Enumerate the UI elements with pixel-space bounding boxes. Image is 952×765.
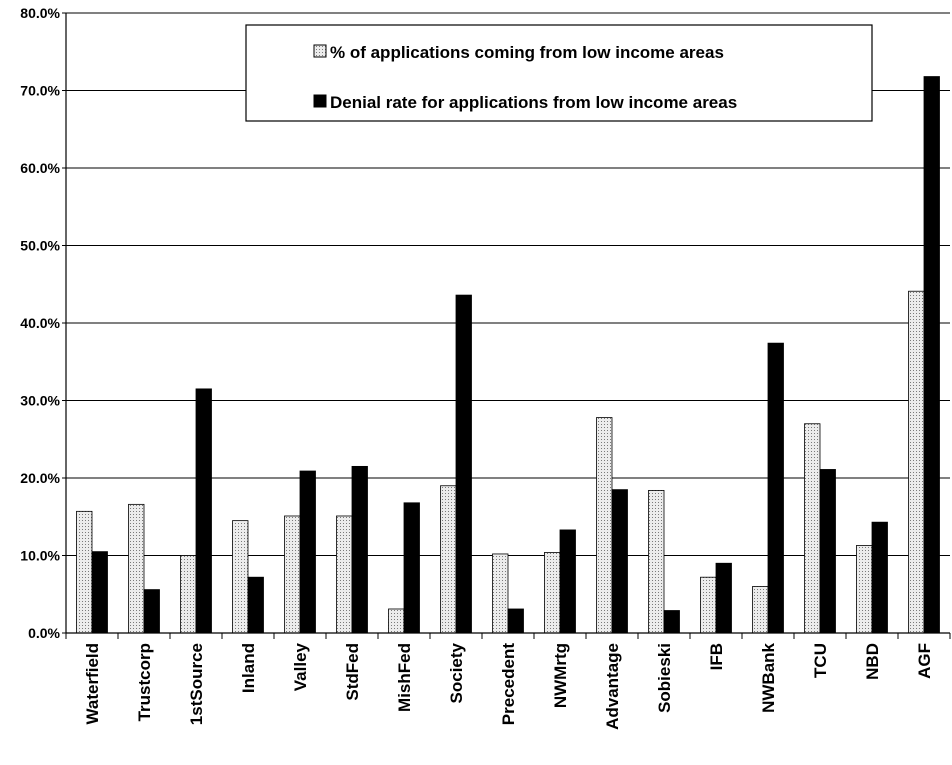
bar-pct-applications (648, 489, 665, 634)
bar-denial-rate (195, 388, 212, 634)
bar-pct-applications (908, 290, 925, 634)
x-tick-label: Sobieski (655, 643, 674, 713)
x-tick-label: Waterfield (83, 643, 102, 725)
bar-pct-applications (492, 553, 509, 634)
x-tick-label: NWBank (759, 642, 778, 712)
y-tick-label: 20.0% (20, 470, 60, 486)
bar-pct-applications (440, 485, 457, 634)
bar-denial-rate (91, 551, 108, 634)
bar-pct-applications (128, 503, 145, 634)
bar-denial-rate (351, 465, 368, 634)
bar-denial-rate (143, 589, 160, 634)
bar-pct-applications (388, 608, 405, 634)
legend-swatch-denial-rate (313, 94, 327, 108)
bar-denial-rate (247, 576, 264, 634)
y-tick-label: 0.0% (28, 625, 60, 641)
x-tick-label: 1stSource (187, 643, 206, 725)
x-tick-label: NBD (863, 643, 882, 680)
bar-pct-applications (856, 545, 873, 634)
bar-pct-applications (284, 515, 301, 634)
x-tick-label: Valley (291, 642, 310, 691)
legend-label-pct-applications: % of applications coming from low income… (330, 43, 724, 62)
x-tick-label: StdFed (343, 643, 362, 701)
x-tick-label: Advantage (603, 643, 622, 730)
bar-pct-applications (700, 576, 717, 634)
x-tick-label: Inland (239, 643, 258, 693)
x-tick-label: Precedent (499, 643, 518, 726)
x-tick-label: Society (447, 642, 466, 703)
legend-label-denial-rate: Denial rate for applications from low in… (330, 93, 737, 112)
bar-pct-applications (336, 515, 353, 634)
x-tick-label: AGF (915, 643, 934, 679)
bar-denial-rate (299, 470, 316, 634)
bar-pct-applications (76, 510, 93, 634)
bar-denial-rate (819, 469, 836, 634)
y-tick-label: 10.0% (20, 548, 60, 564)
bar-denial-rate (923, 76, 940, 634)
gridlines (66, 12, 950, 556)
x-tick-label: IFB (707, 643, 726, 670)
y-tick-label: 80.0% (20, 5, 60, 21)
x-tick-label: NWMrtg (551, 643, 570, 708)
legend-swatch-pct-applications (313, 44, 327, 58)
x-tick-label: TCU (811, 643, 830, 678)
y-tick-labels: 0.0% 10.0% 20.0% 30.0% 40.0% 50.0% 60.0% 70.0% 8… (20, 5, 60, 641)
bar-denial-rate (715, 562, 732, 634)
bar-denial-rate (403, 502, 420, 634)
bar-denial-rate (559, 529, 576, 634)
x-tick-label: Trustcorp (135, 643, 154, 721)
y-tick-label: 40.0% (20, 315, 60, 331)
bars (76, 76, 940, 634)
bar-denial-rate (767, 342, 784, 634)
x-tick-labels: Waterfield Trustcorp 1stSource Inland Valley… (83, 642, 934, 729)
bar-denial-rate (871, 521, 888, 634)
y-tick-label: 60.0% (20, 160, 60, 176)
bar-denial-rate (663, 610, 680, 634)
x-tick-label: MishFed (395, 643, 414, 712)
bar-denial-rate (507, 608, 524, 634)
y-tick-label: 50.0% (20, 238, 60, 254)
y-tick-label: 30.0% (20, 393, 60, 409)
bar-denial-rate (455, 294, 472, 634)
axes (62, 12, 951, 639)
bar-pct-applications (180, 555, 197, 634)
legend-box (245, 24, 873, 122)
y-tick-label: 70.0% (20, 83, 60, 99)
bar-pct-applications (544, 552, 561, 634)
bar-pct-applications (596, 417, 613, 634)
bar-pct-applications (232, 520, 249, 634)
bar-pct-applications (804, 423, 821, 634)
legend: % of applications coming from low income… (245, 24, 873, 122)
bar-denial-rate (611, 489, 628, 634)
bar-pct-applications (752, 586, 769, 634)
